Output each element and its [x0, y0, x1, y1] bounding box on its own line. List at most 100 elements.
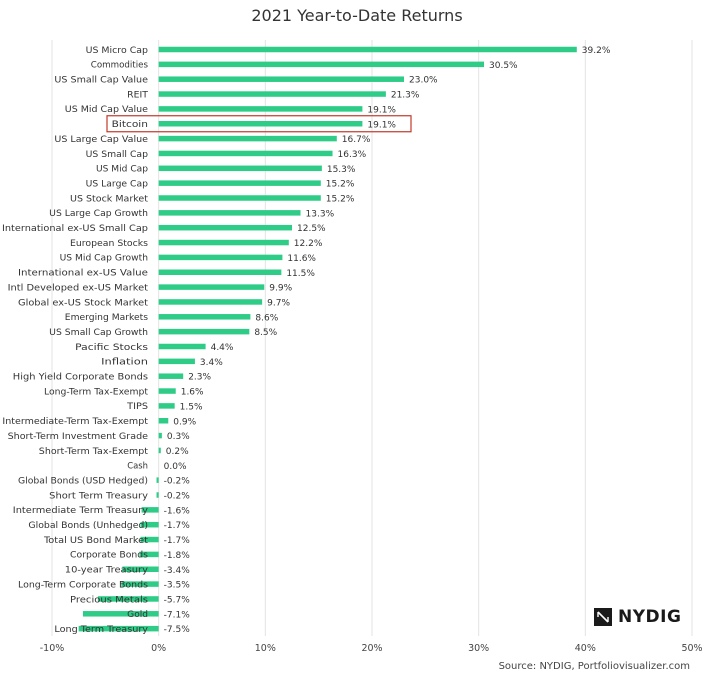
value-label: 11.6%: [287, 254, 316, 264]
category-label: US Mid Cap: [96, 165, 148, 175]
value-label: 13.3%: [306, 209, 335, 219]
category-label: International ex-US Value: [18, 269, 149, 279]
x-tick-label: 0%: [151, 643, 166, 654]
value-label: 12.5%: [297, 224, 326, 234]
value-label: 0.0%: [164, 462, 187, 472]
category-label: Intermediate Term Treasury: [13, 506, 149, 516]
value-label: -1.6%: [164, 506, 191, 516]
category-label: Emerging Markets: [65, 313, 149, 323]
bar: [158, 447, 161, 454]
category-label: US Mid Cap Value: [65, 105, 149, 115]
category-label: Total US Bond Market: [43, 536, 149, 546]
bar: [158, 284, 265, 290]
bar: [158, 180, 321, 186]
bar: [158, 373, 184, 379]
category-label: Long Term Treasury: [54, 625, 148, 635]
category-label: REIT: [127, 90, 148, 100]
category-label: Long-Term Tax-Exempt: [44, 387, 148, 397]
category-label: Long-Term Corporate Bonds: [18, 580, 148, 590]
category-label: US Large Cap Growth: [49, 209, 148, 219]
category-label: US Small Cap: [86, 150, 149, 160]
value-label: -5.7%: [164, 595, 191, 605]
value-label: 1.5%: [180, 402, 203, 412]
value-label: 15.3%: [327, 165, 356, 175]
value-label: -1.7%: [164, 521, 191, 531]
value-label: -0.2%: [164, 477, 191, 487]
category-label: Short-Term Tax-Exempt: [39, 447, 149, 457]
bar: [158, 314, 251, 320]
bar: [158, 165, 322, 172]
bar: [158, 135, 337, 142]
category-label: Global Bonds (Unhedged): [28, 521, 148, 531]
source-note: Source: NYDIG, Portfoliovisualizer.com: [498, 661, 690, 672]
bar: [158, 91, 386, 97]
bar: [121, 581, 159, 587]
bar: [158, 269, 282, 275]
value-label: 9.7%: [267, 298, 290, 308]
bar: [158, 388, 176, 394]
bar: [156, 477, 159, 483]
bar: [158, 224, 292, 231]
bar: [158, 106, 363, 112]
value-label: 39.2%: [582, 46, 611, 56]
bar: [158, 299, 263, 305]
category-label: US Large Cap Value: [54, 135, 148, 145]
category-label: 10-year Treasury: [65, 566, 149, 576]
category-label: Corporate Bonds: [70, 551, 148, 561]
category-label: High Yield Corporate Bonds: [13, 373, 149, 383]
bar: [158, 328, 250, 335]
value-label: 19.1%: [367, 105, 396, 115]
nydig-logo-icon: [594, 608, 612, 626]
bar: [158, 195, 321, 201]
category-label: Inflation: [101, 358, 148, 368]
value-labels: 39.2% 30.5% 23.0% 21.3% 19.1% 19.1% 16.7% 16.3%…: [164, 46, 611, 635]
logo-text: NYDIG: [618, 607, 682, 627]
value-label: 21.3%: [391, 91, 420, 101]
value-label: 0.9%: [173, 417, 196, 427]
bar: [141, 507, 159, 513]
value-label: 2.3%: [188, 373, 211, 383]
bar: [158, 121, 363, 127]
bar: [158, 343, 206, 350]
bar: [140, 521, 159, 528]
x-tick-label: 10%: [255, 643, 276, 654]
value-label: 9.9%: [269, 284, 292, 294]
value-label: 11.5%: [286, 269, 315, 279]
value-label: 16.3%: [338, 150, 367, 160]
category-label: Bitcoin: [112, 120, 148, 130]
x-tick-label: 20%: [361, 643, 382, 654]
bar: [97, 596, 159, 602]
bar: [158, 358, 195, 365]
x-tick-labels: -10% 0% 10% 20% 30% 40% 50%: [40, 643, 703, 654]
value-label: -0.2%: [164, 492, 191, 502]
value-label: 16.7%: [342, 135, 371, 145]
value-label: 0.2%: [166, 447, 189, 457]
bar: [82, 611, 159, 617]
category-label: US Mid Cap Growth: [60, 254, 148, 264]
chart-title: 2021 Year-to-Date Returns: [251, 6, 463, 25]
value-label: 30.5%: [489, 61, 518, 71]
category-label: International ex-US Small Cap: [2, 224, 148, 234]
bar: [158, 61, 484, 68]
x-tick-label: 30%: [468, 643, 489, 654]
value-label: -1.8%: [164, 551, 191, 561]
category-label: Short Term Treasury: [49, 491, 149, 501]
x-tick-label: 50%: [681, 643, 702, 654]
category-label: Short-Term Investment Grade: [8, 432, 149, 442]
category-label: US Small Cap Growth: [49, 328, 148, 338]
value-label: 0.3%: [167, 432, 190, 442]
bar: [140, 536, 159, 543]
value-label: 15.2%: [326, 195, 355, 205]
category-label: Global ex-US Stock Market: [18, 298, 149, 308]
category-label: Global Bonds (USD Hedged): [18, 476, 148, 486]
value-label: 3.4%: [200, 358, 223, 368]
bar: [158, 403, 175, 409]
value-label: 12.2%: [294, 239, 323, 249]
bar: [158, 432, 162, 439]
bar: [156, 492, 159, 498]
value-label: 4.4%: [211, 343, 234, 353]
bar: [158, 46, 577, 53]
bar: [158, 239, 289, 246]
category-labels: US Micro Cap Commodities US Small Cap Valu…: [2, 46, 149, 635]
